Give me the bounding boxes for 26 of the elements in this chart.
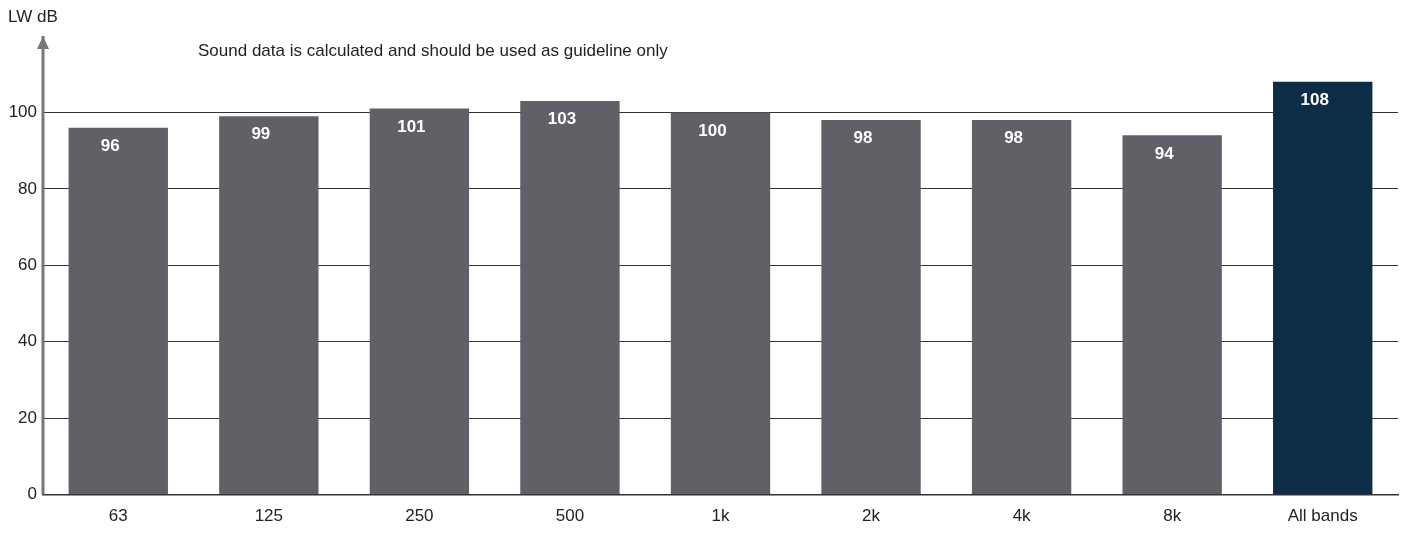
annotation: Sound data is calculated and should be used as guideline only bbox=[198, 41, 669, 60]
data-label: 96 bbox=[100, 135, 120, 155]
data-label: 108 bbox=[1300, 90, 1329, 110]
data-label: 103 bbox=[547, 109, 577, 129]
data-label: 94 bbox=[1154, 143, 1175, 163]
y-tick-label: 100 bbox=[8, 102, 37, 122]
x-tick-label: 1k bbox=[711, 506, 730, 526]
x-tick-label: 125 bbox=[254, 506, 284, 526]
y-tick-label: 40 bbox=[18, 331, 37, 351]
x-tick-label: 8k bbox=[1163, 506, 1182, 526]
y-tick-label: 20 bbox=[18, 407, 37, 427]
x-tick-label: All bands bbox=[1287, 506, 1358, 526]
data-label: 98 bbox=[853, 128, 873, 148]
x-tick-label: 63 bbox=[108, 506, 128, 526]
x-tick-label: 2k bbox=[862, 506, 881, 526]
y-axis-title: LW dB bbox=[8, 7, 58, 26]
data-label: 99 bbox=[251, 124, 271, 144]
x-tick-label: 4k bbox=[1012, 506, 1032, 526]
x-tick-label: 500 bbox=[555, 506, 585, 526]
y-tick-label: 60 bbox=[18, 254, 37, 274]
y-tick-label: 0 bbox=[27, 484, 37, 504]
x-tick-label: 250 bbox=[405, 506, 434, 526]
y-tick-label: 80 bbox=[18, 178, 37, 198]
data-label: 101 bbox=[397, 116, 426, 136]
data-label: 98 bbox=[1004, 128, 1024, 148]
data-label: 100 bbox=[698, 120, 727, 140]
